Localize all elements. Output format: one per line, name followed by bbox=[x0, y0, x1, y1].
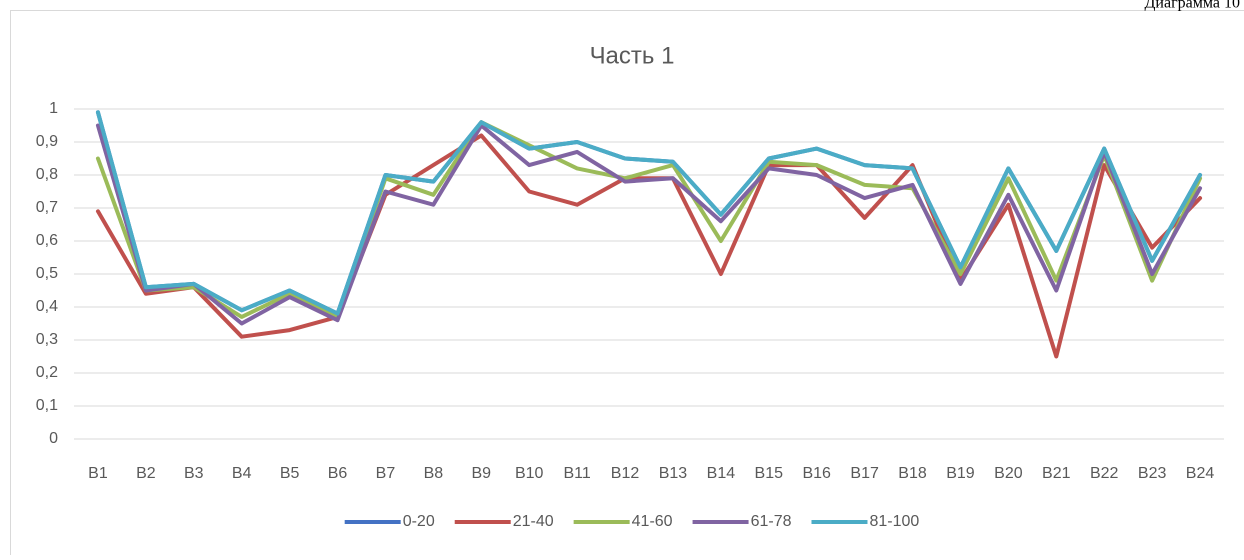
x-tick-label: В4 bbox=[232, 465, 252, 482]
y-tick-label: 0,5 bbox=[36, 265, 58, 282]
x-tick-label: В3 bbox=[184, 465, 204, 482]
y-tick-label: 0,7 bbox=[36, 199, 58, 216]
y-tick-label: 0,9 bbox=[36, 133, 58, 150]
x-tick-label: В1 bbox=[88, 465, 108, 482]
x-tick-label: В23 bbox=[1138, 465, 1167, 482]
legend-label: 61-78 bbox=[751, 513, 792, 530]
x-tick-label: В11 bbox=[563, 465, 590, 482]
x-tick-label: В15 bbox=[755, 465, 784, 482]
chart-title: Часть 1 bbox=[590, 42, 675, 69]
x-tick-label: В17 bbox=[850, 465, 879, 482]
x-tick-label: В14 bbox=[707, 465, 736, 482]
x-tick-label: В10 bbox=[515, 465, 544, 482]
x-tick-label: В2 bbox=[136, 465, 156, 482]
x-tick-label: В22 bbox=[1090, 465, 1119, 482]
y-tick-label: 0,3 bbox=[36, 331, 58, 348]
legend-label: 81-100 bbox=[869, 513, 919, 530]
y-tick-label: 1 bbox=[49, 100, 58, 117]
legend-label: 21-40 bbox=[513, 513, 554, 530]
y-tick-label: 0,2 bbox=[36, 364, 58, 381]
x-tick-label: В5 bbox=[280, 465, 300, 482]
caption: Диаграмма 10 bbox=[1145, 0, 1240, 12]
x-tick-label: В21 bbox=[1042, 465, 1071, 482]
y-tick-label: 0,8 bbox=[36, 166, 58, 183]
y-tick-label: 0,1 bbox=[36, 397, 58, 414]
x-tick-label: В16 bbox=[802, 465, 831, 482]
x-tick-label: В13 bbox=[659, 465, 688, 482]
x-tick-label: В24 bbox=[1186, 465, 1215, 482]
legend-label: 41-60 bbox=[632, 513, 673, 530]
x-tick-label: В12 bbox=[611, 465, 640, 482]
y-tick-label: 0 bbox=[49, 430, 58, 447]
x-tick-label: В18 bbox=[898, 465, 927, 482]
x-tick-label: В8 bbox=[424, 465, 444, 482]
x-tick-label: В20 bbox=[994, 465, 1023, 482]
y-tick-label: 0,4 bbox=[36, 298, 58, 315]
x-tick-label: В7 bbox=[376, 465, 396, 482]
y-tick-label: 0,6 bbox=[36, 232, 58, 249]
x-tick-label: В9 bbox=[472, 465, 492, 482]
x-tick-label: В19 bbox=[946, 465, 975, 482]
x-tick-label: В6 bbox=[328, 465, 348, 482]
legend-label: 0-20 bbox=[403, 513, 435, 530]
